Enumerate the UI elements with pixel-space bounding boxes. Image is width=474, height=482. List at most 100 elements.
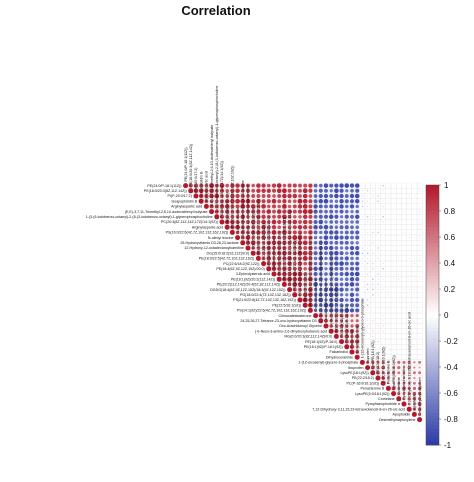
- correlation-point: [240, 209, 245, 214]
- correlation-point: [308, 287, 313, 292]
- row-label: PG(18:0/22:4(7Z,10Z,13Z,16Z)): [240, 293, 291, 297]
- column-label: PI(P-20:0/17:2): [194, 168, 198, 192]
- correlation-point: [313, 303, 318, 308]
- correlation-point: [220, 209, 224, 214]
- correlation-point: [287, 240, 292, 245]
- correlation-point: [303, 183, 308, 188]
- correlation-point: [324, 251, 328, 256]
- correlation-point: [398, 216, 400, 218]
- correlation-point: [344, 183, 350, 188]
- correlation-point: [344, 339, 349, 344]
- correlation-point: [271, 245, 277, 251]
- correlation-point: [403, 231, 405, 233]
- correlation-point: [354, 250, 360, 256]
- correlation-point: [261, 204, 266, 209]
- correlation-point: [377, 278, 379, 280]
- row-label: 1-(1Z-eicosenyl)-glycero-3-phosphate: [298, 361, 358, 365]
- colorbar-segment: [426, 396, 439, 400]
- colorbar-segment: [426, 308, 439, 313]
- correlation-point: [329, 271, 334, 277]
- correlation-point: [246, 194, 250, 198]
- correlation-point: [393, 278, 395, 280]
- correlation-point: [272, 209, 276, 214]
- colorbar-segment: [426, 224, 439, 228]
- correlation-point: [382, 205, 384, 207]
- column-label: 7,12-Dihydroxy-3,11,15,23-tetraoxolanost…: [407, 312, 411, 405]
- correlation-point: [240, 235, 245, 240]
- correlation-point: [282, 230, 287, 235]
- correlation-point: [377, 283, 379, 286]
- correlation-point: [417, 391, 422, 396]
- correlation-point: [418, 360, 422, 364]
- correlation-point: [271, 204, 277, 209]
- correlation-point: [245, 209, 251, 214]
- correlation-point: [350, 240, 354, 245]
- correlation-point: [350, 220, 354, 224]
- row-label: DGDG(18:4(6Z,9Z,12Z,15Z)/18:3(9Z,12Z,15Z…: [210, 288, 285, 292]
- correlation-point: [323, 230, 329, 235]
- correlation-point: [355, 209, 360, 214]
- correlation-point: [382, 200, 384, 202]
- correlation-point: [313, 235, 318, 240]
- correlation-point: [408, 320, 410, 322]
- correlation-point: [344, 220, 349, 224]
- correlation-point: [292, 261, 297, 266]
- correlation-point: [414, 258, 415, 259]
- correlation-point: [329, 308, 334, 313]
- correlation-point: [329, 256, 334, 261]
- correlation-point: [417, 397, 422, 401]
- correlation-point: [419, 310, 420, 311]
- column-label: PS(14:1(9Z)/22:6(4Z,7Z,10Z,13Z,16Z,19Z)): [309, 237, 313, 306]
- correlation-point: [419, 263, 420, 264]
- correlation-point: [261, 183, 266, 188]
- correlation-point: [334, 287, 339, 292]
- correlation-point: [287, 204, 292, 209]
- correlation-point: [277, 261, 282, 266]
- correlation-point: [339, 339, 345, 345]
- correlation-point: [298, 183, 302, 188]
- correlation-point: [219, 188, 225, 193]
- correlation-point: [396, 396, 402, 402]
- correlation-point: [292, 292, 298, 298]
- correlation-point: [419, 185, 420, 187]
- colorbar-segment: [426, 354, 439, 358]
- correlation-point: [345, 189, 349, 193]
- correlation-point: [382, 304, 384, 306]
- correlation-point: [282, 225, 287, 230]
- column-label: Cornelane: [397, 378, 401, 395]
- correlation-point: [414, 310, 415, 311]
- correlation-point: [414, 206, 415, 207]
- correlation-point: [398, 206, 400, 207]
- correlation-point: [276, 240, 282, 246]
- correlation-point: [282, 219, 287, 225]
- correlation-point: [318, 282, 323, 287]
- column-label: Isoapoptolidin B: [199, 171, 203, 197]
- correlation-point: [397, 391, 401, 396]
- correlation-point: [250, 240, 256, 246]
- correlation-point: [372, 356, 374, 358]
- row-label: N-oleoyl leucine: [208, 236, 234, 240]
- correlation-point: [323, 193, 329, 199]
- correlation-point: [323, 323, 329, 329]
- row-label: PE(18:0/20:3(8Z,11Z,14Z)): [144, 189, 187, 193]
- correlation-point: [302, 209, 308, 215]
- correlation-point: [393, 341, 394, 342]
- correlation-point: [344, 235, 349, 240]
- correlation-point: [339, 225, 344, 230]
- correlation-point: [328, 328, 334, 334]
- correlation-point: [334, 266, 339, 271]
- correlation-point: [292, 225, 297, 230]
- correlation-point: [302, 292, 308, 298]
- correlation-point: [297, 245, 303, 251]
- correlation-point: [313, 246, 318, 250]
- correlation-point: [350, 319, 354, 323]
- correlation-point: [398, 325, 400, 327]
- row-label: MG(0:0/20:3(8Z,11Z,14Z)/0:0): [284, 335, 332, 339]
- correlation-point: [412, 402, 416, 406]
- correlation-point: [349, 199, 355, 204]
- correlation-point: [362, 336, 363, 337]
- correlation-point: [355, 245, 360, 251]
- correlation-point: [382, 252, 384, 254]
- correlation-point: [414, 185, 415, 187]
- correlation-point: [372, 190, 374, 192]
